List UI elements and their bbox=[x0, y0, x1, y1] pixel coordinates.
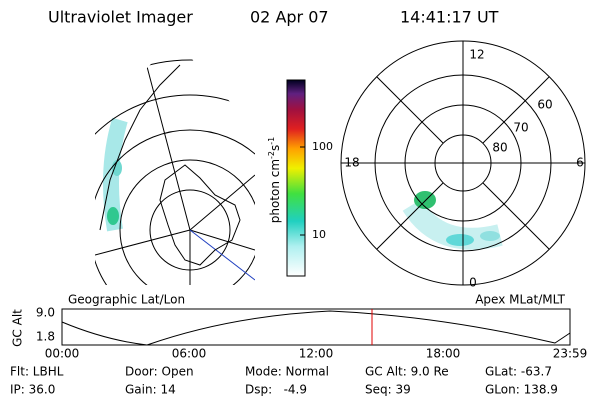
geo-map bbox=[95, 40, 255, 285]
altitude-curve bbox=[61, 310, 571, 346]
aurora bbox=[480, 231, 500, 241]
y-tick-label: 1.8 bbox=[36, 330, 55, 344]
polar-spoke bbox=[341, 41, 585, 285]
lat-label: 70 bbox=[513, 121, 528, 135]
aurora bbox=[107, 207, 119, 225]
mlt-label: 6 bbox=[576, 156, 584, 170]
coastline bbox=[159, 164, 241, 266]
unit: s bbox=[268, 145, 282, 151]
lat-circle bbox=[119, 159, 255, 285]
x-ticks: 00:00 06:00 12:00 18:00 23:59 bbox=[45, 347, 588, 361]
aurora bbox=[446, 234, 474, 246]
lat-label: 60 bbox=[537, 98, 552, 112]
colorbar bbox=[286, 79, 306, 277]
footer-field: GC Alt: 9.0 Re bbox=[365, 365, 449, 379]
map-label: Geographic Lat/Lon bbox=[68, 293, 185, 307]
meridian bbox=[95, 40, 255, 285]
footer-field: Gain: 14 bbox=[125, 383, 176, 397]
x-tick-label: 18:00 bbox=[426, 347, 461, 361]
orbit-frame bbox=[61, 308, 571, 346]
date: 02 Apr 07 bbox=[250, 8, 329, 27]
footer-field: Dsp: -4.9 bbox=[245, 383, 307, 397]
lat-circle bbox=[95, 94, 255, 285]
footer: Flt: LBHL Door: Open Mode: Normal GC Alt: 9… bbox=[10, 365, 558, 397]
lat-circle bbox=[95, 59, 255, 285]
footer-field: Mode: Normal bbox=[245, 365, 329, 379]
footer-field: GLat: -63.7 bbox=[485, 365, 552, 379]
colorbar-tick-label: 100 bbox=[312, 140, 333, 153]
title: Ultraviolet Imager bbox=[48, 8, 193, 27]
mlt-label: 18 bbox=[344, 156, 359, 170]
lat-label: 80 bbox=[492, 141, 507, 155]
orbit-y-label: GC Alt bbox=[11, 309, 25, 347]
footer-field: Flt: LBHL bbox=[10, 365, 64, 379]
lat-circle bbox=[95, 129, 255, 285]
footer-field: IP: 36.0 bbox=[10, 383, 55, 397]
mlt-label: 0 bbox=[469, 276, 477, 290]
coastline bbox=[99, 64, 181, 231]
map-label: Apex MLat/MLT bbox=[475, 293, 565, 307]
exponent: -2 bbox=[267, 151, 276, 159]
polar-plot bbox=[340, 40, 586, 286]
y-tick-label: 9.0 bbox=[36, 306, 55, 320]
footer-field: Seq: 39 bbox=[365, 383, 411, 397]
exponent: -1 bbox=[267, 137, 276, 145]
footer-field: Door: Open bbox=[125, 365, 194, 379]
footer-field: GLon: 138.9 bbox=[485, 383, 558, 397]
x-tick-label: 12:00 bbox=[299, 347, 334, 361]
unit: photon cm bbox=[268, 159, 282, 223]
colorbar-label: photon cm-2s-1 bbox=[267, 137, 282, 224]
time: 14:41:17 UT bbox=[400, 8, 499, 27]
x-tick-label: 06:00 bbox=[172, 347, 207, 361]
x-tick-label: 00:00 bbox=[45, 347, 80, 361]
x-tick-label: 23:59 bbox=[553, 347, 588, 361]
mlt-label: 12 bbox=[469, 48, 484, 62]
terminator bbox=[189, 229, 255, 281]
colorbar-tick-label: 10 bbox=[312, 228, 326, 241]
